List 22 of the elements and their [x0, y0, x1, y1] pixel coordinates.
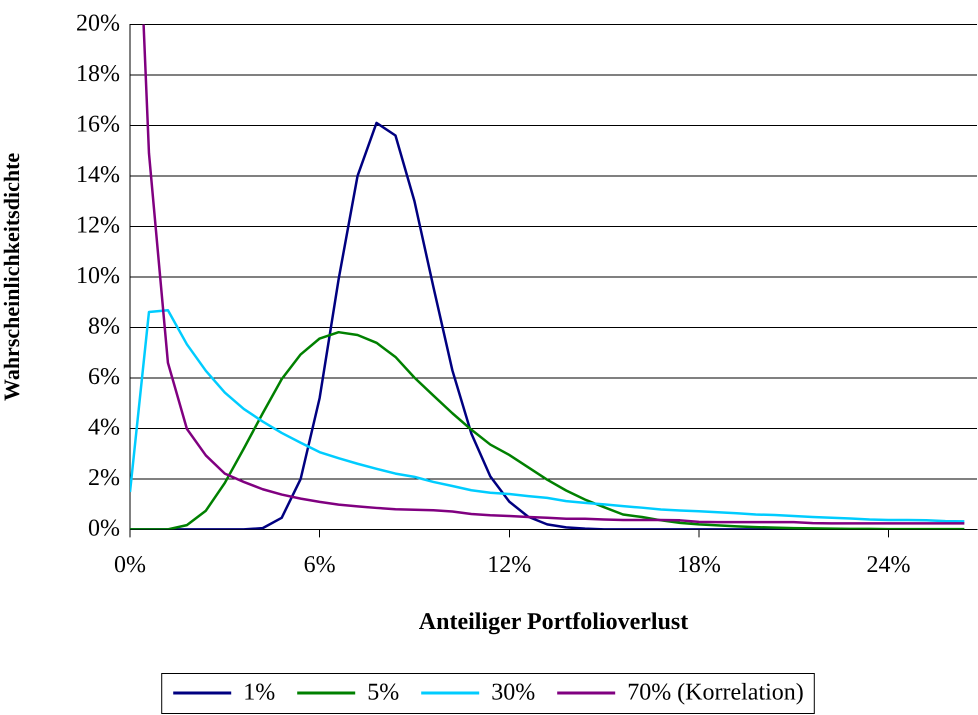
- y-tick-label: 16%: [76, 112, 120, 138]
- y-tick-label: 12%: [76, 212, 120, 239]
- y-tick-label: 0%: [88, 516, 120, 542]
- x-axis-title: Anteiliger Portfolioverlust: [418, 608, 688, 635]
- y-tick-label: 6%: [88, 364, 120, 390]
- legend-label: 30%: [491, 679, 536, 706]
- legend-label: 70% (Korrelation): [627, 679, 804, 706]
- y-tick-label: 20%: [76, 10, 120, 37]
- y-axis-title: Wahrscheinlichkeitsdichte: [0, 152, 24, 401]
- y-tick-label: 4%: [88, 414, 120, 441]
- y-tick-label: 2%: [88, 465, 120, 492]
- x-tick-label: 24%: [866, 552, 911, 578]
- y-tick-label: 10%: [76, 263, 120, 290]
- y-tick-label: 14%: [76, 162, 120, 188]
- x-tick-label: 0%: [114, 552, 146, 578]
- y-tick-label: 8%: [88, 314, 120, 340]
- legend-label: 5%: [367, 679, 400, 706]
- x-tick-label: 6%: [304, 552, 336, 578]
- x-tick-label: 18%: [676, 552, 721, 578]
- x-tick-label: 12%: [487, 552, 532, 578]
- legend-label: 1%: [243, 679, 276, 706]
- y-tick-label: 18%: [76, 61, 120, 88]
